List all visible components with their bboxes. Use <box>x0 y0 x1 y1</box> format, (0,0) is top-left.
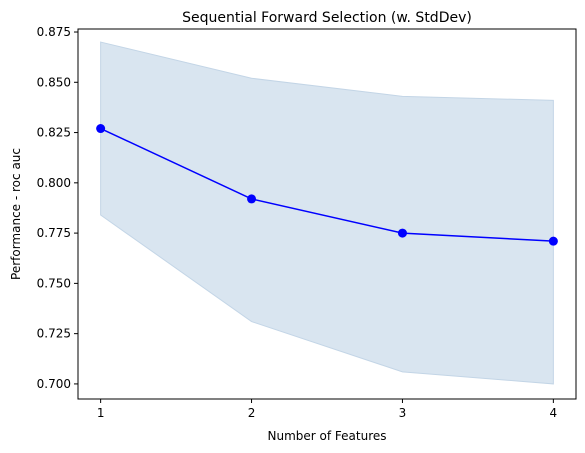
std-dev-band <box>100 41 554 385</box>
data-point <box>247 194 257 204</box>
series-line <box>100 127 554 242</box>
x-axis-label: Number of Features <box>268 429 387 443</box>
x-tick-label: 3 <box>399 406 407 420</box>
y-axis-ticks: 0.700 0.725 0.750 0.775 0.800 0.825 0.850 0.875 <box>37 25 78 391</box>
x-tick-label: 4 <box>550 406 558 420</box>
y-tick-label: 0.825 <box>37 126 71 140</box>
data-point-layer <box>96 124 558 246</box>
y-tick-label: 0.775 <box>37 226 71 240</box>
std-dev-band-layer <box>100 41 554 385</box>
plot-frame <box>77 28 577 400</box>
data-point <box>548 236 558 246</box>
y-axis-label: Performance - roc auc <box>9 148 23 280</box>
data-point <box>96 124 106 134</box>
chart-title: Sequential Forward Selection (w. StdDev) <box>182 10 472 26</box>
y-tick-label: 0.800 <box>37 176 71 190</box>
x-tick-label: 1 <box>97 406 105 420</box>
y-tick-label: 0.700 <box>37 377 71 391</box>
y-tick-label: 0.750 <box>37 276 71 290</box>
y-tick-label: 0.725 <box>37 327 71 341</box>
data-point <box>397 228 407 238</box>
x-axis-ticks: 1 2 3 4 <box>97 399 557 420</box>
series-line-layer <box>100 127 554 242</box>
x-tick-label: 2 <box>248 406 256 420</box>
y-tick-label: 0.850 <box>37 75 71 89</box>
y-tick-label: 0.875 <box>37 25 71 39</box>
